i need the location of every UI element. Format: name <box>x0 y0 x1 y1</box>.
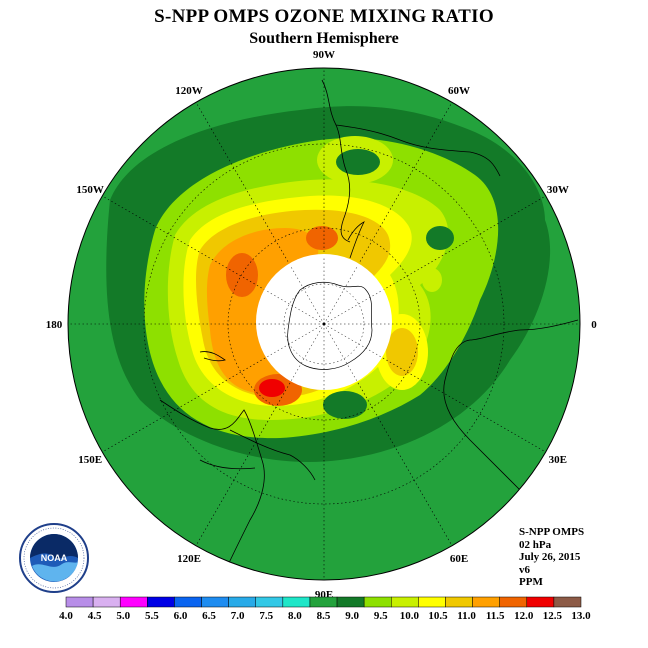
latitude-circle <box>227 227 421 421</box>
longitude-label: 180 <box>46 319 63 331</box>
pole-graticule <box>258 258 390 390</box>
coast-africa <box>443 319 579 501</box>
meridian-line <box>357 382 453 546</box>
pole-meridian-line <box>266 323 325 358</box>
map-border <box>67 67 581 581</box>
longitude-label: 60W <box>448 85 470 97</box>
band-11-5-c <box>306 226 338 250</box>
info-date: July 26, 2015 <box>519 551 581 563</box>
dark-patch-north <box>336 149 380 175</box>
map-subtitle: Southern Hemisphere <box>249 30 399 47</box>
longitude-label: 60E <box>450 553 468 565</box>
band-11-5-a <box>226 253 258 297</box>
coast-south-america <box>321 79 501 243</box>
longitude-label: 30W <box>547 184 569 196</box>
sec-max-orange <box>386 328 418 376</box>
meridian-line <box>357 102 453 266</box>
south-pole-marker <box>322 322 326 326</box>
polar-night-mask <box>256 254 392 390</box>
info-block: S-NPP OMPS 02 hPa July 26, 2015 v6 PPM <box>519 526 584 589</box>
pole-meridian-line <box>323 323 382 358</box>
coast-antarctic-peninsula <box>347 221 365 259</box>
longitude-label: 120E <box>177 553 201 565</box>
pole-meridian-line <box>323 290 382 325</box>
coast-australia <box>159 399 265 579</box>
meridian-line <box>195 382 291 546</box>
longitude-label: 90W <box>313 49 335 61</box>
coast-new-zealand <box>199 351 226 362</box>
antarctica-coast <box>287 281 373 370</box>
info-level: 02 hPa <box>519 538 552 551</box>
latitude-circle <box>143 143 505 505</box>
lg-patch-east <box>422 268 442 292</box>
longitude-labels: 90W 60W 30W 0 30E 60E 90E 120E 150E 180 150W 120W <box>46 49 598 601</box>
longitude-label: 30E <box>549 454 567 466</box>
pole-meridian-line <box>323 323 358 382</box>
pole-meridian-line <box>323 266 358 325</box>
logo-text: NOAA <box>41 553 68 563</box>
map-title: S-NPP OMPS OZONE MIXING RATIO <box>154 6 494 27</box>
graticule <box>68 68 580 580</box>
info-instrument: S-NPP OMPS <box>519 526 585 538</box>
pole-meridian-line <box>290 266 325 325</box>
longitude-label: 150E <box>78 454 102 466</box>
meridian-line <box>195 102 291 266</box>
meridian-line <box>382 357 546 453</box>
longitude-label: 150W <box>76 184 104 196</box>
coastlines <box>159 79 579 579</box>
pole-meridian-line <box>266 290 325 325</box>
band-12-0 <box>259 379 285 397</box>
pole-meridian-line <box>290 323 325 382</box>
meridian-line <box>102 357 266 453</box>
meridian-line <box>382 195 546 291</box>
pole-latitude-circle <box>283 283 365 365</box>
longitude-label: 120W <box>175 85 203 97</box>
noaa-logo-icon: NOAA <box>19 523 89 593</box>
dark-patch-south <box>323 391 367 419</box>
longitude-label: 0 <box>591 319 597 331</box>
coast-indonesia <box>199 429 316 481</box>
meridian-line <box>102 195 266 291</box>
info-units: PPM <box>519 576 543 588</box>
info-version: v6 <box>519 563 530 576</box>
dark-patch-a <box>426 226 454 250</box>
longitude-label: 90E <box>315 589 333 601</box>
